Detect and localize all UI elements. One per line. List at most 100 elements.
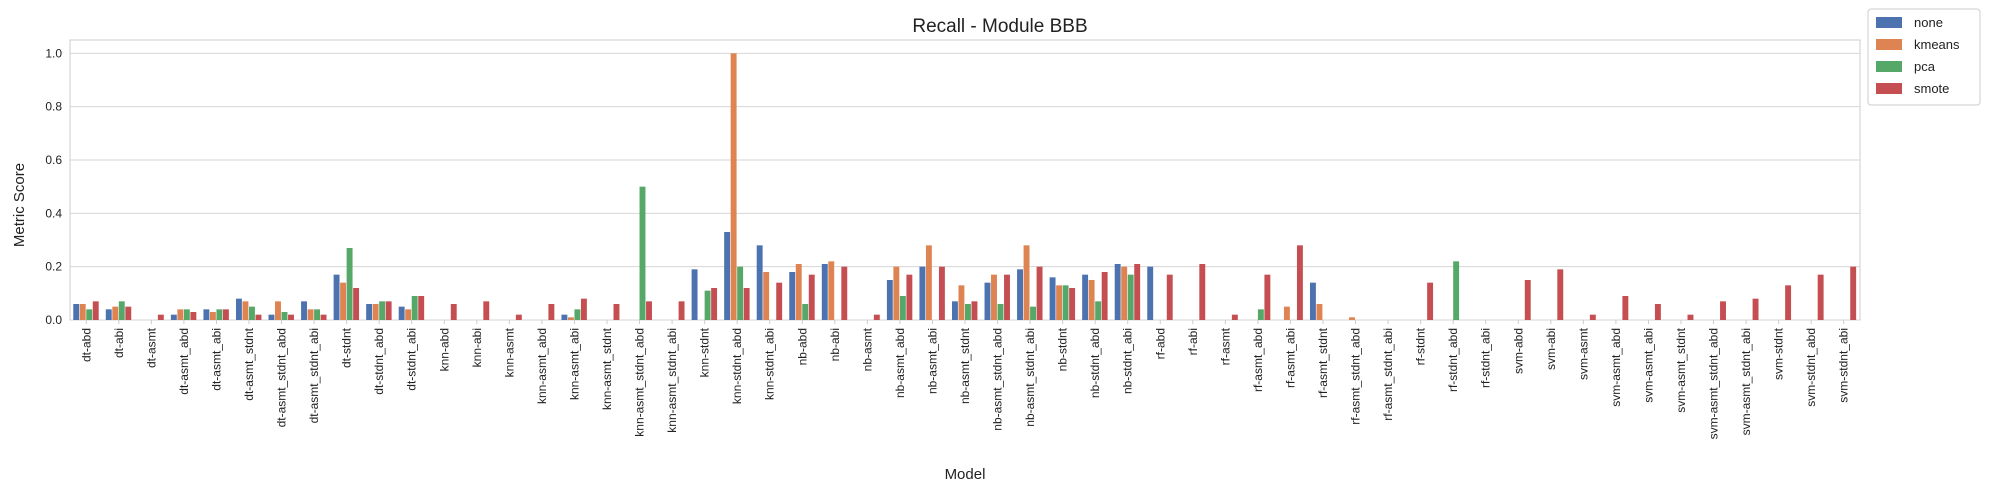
x-tick-label: dt-asmt_abd [177,328,191,395]
bar-kmeans-dt-asmt_stdnt_abi [307,309,314,320]
x-tick-label: svm-asmt_abi [1641,328,1655,403]
bar-kmeans-nb-stdnt_abd [1088,280,1095,320]
bar-none-knn-asmt_abi [561,314,568,320]
bar-smote-svm-asmt_abd [1622,296,1629,320]
x-tick-label: nb-stdnt_abd [1088,328,1102,398]
bar-smote-svm-abi [1557,269,1564,320]
x-tick-label: svm-asmt [1576,327,1590,380]
bar-smote-knn-asmt_abd [548,304,555,320]
bar-pca-dt-asmt_abd [183,309,190,320]
bar-smote-dt-abd [92,301,99,320]
bar-smote-knn-stdnt [711,288,718,320]
bar-smote-nb-stdnt_abd [1101,272,1108,320]
bar-none-nb-asmt_stdnt_abi [1017,269,1023,320]
bar-none-nb-stdnt [1049,277,1056,320]
x-tick-label: dt-stdnt_abi [405,328,419,391]
bar-kmeans-dt-asmt_stdnt_abd [275,301,281,320]
bar-smote-knn-abd [450,304,457,320]
bar-pca-nb-asmt_abd [899,296,906,320]
y-axis-label: Metric Score [11,163,28,247]
bar-smote-knn-abi [483,301,490,320]
x-tick-label: svm-stdnt_abi [1837,328,1851,403]
y-tick-label: 0.8 [45,100,62,114]
x-tick-label: rf-asmt_stdnt [1316,327,1330,398]
x-tick-label: rf-abd [1153,328,1167,359]
bar-pca-nb-asmt_stdnt_abi [1030,306,1036,320]
bar-smote-knn-asmt_stdnt [613,304,620,320]
bar-smote-knn-stdnt_abi [776,282,783,320]
x-tick-label: nb-abd [795,328,809,365]
bar-pca-dt-asmt_stdnt_abd [281,312,288,320]
bar-kmeans-nb-stdnt [1056,285,1063,320]
bar-smote-nb-asmt_stdnt_abd [1004,274,1010,320]
y-tick-label: 0.0 [45,313,62,327]
x-tick-label: nb-asmt_abi [925,328,939,394]
bar-pca-dt-asmt_stdnt_abi [314,309,320,320]
x-tick-label: nb-stdnt [1056,327,1070,371]
bar-none-knn-stdnt_abd [724,232,731,320]
bar-smote-svm-asmt_abi [1654,304,1661,320]
bar-kmeans-knn-stdnt_abd [730,53,737,320]
bar-kmeans-dt-abd [79,304,86,320]
x-tick-label: nb-stdnt_abi [1121,328,1135,394]
x-tick-label: rf-asmt_stdnt_abd [1349,328,1363,425]
legend-label-kmeans: kmeans [1914,37,1960,52]
x-tick-label: knn-abi [470,328,484,367]
bar-smote-svm-stdnt [1785,285,1792,320]
x-tick-label: dt-abi [112,328,126,358]
legend-swatch-kmeans [1876,39,1902,50]
bar-smote-nb-asmt_abi [938,266,945,320]
bar-kmeans-nb-abi [828,261,835,320]
legend: none kmeans pca smote [1867,8,1981,106]
x-tick-label: nb-asmt_stdnt_abd [991,328,1005,431]
bar-none-dt-asmt_stdnt_abi [301,301,307,320]
y-tick-label: 0.4 [45,206,62,220]
bar-kmeans-rf-asmt_abi [1283,306,1290,320]
x-tick-label: nb-asmt [860,327,874,371]
bar-smote-dt-stdnt_abd [385,301,392,320]
bar-smote-nb-asmt_stdnt_abi [1036,266,1043,320]
x-tick-label: dt-asmt_stdnt [242,327,256,400]
bar-kmeans-nb-abd [795,264,802,320]
bar-smote-dt-asmt_stdnt_abi [320,314,327,320]
bar-smote-svm-stdnt_abd [1817,274,1824,320]
x-tick-label: dt-asmt_abi [209,328,223,391]
x-tick-label: rf-asmt_stdnt_abi [1381,328,1395,421]
bar-none-nb-asmt_abi [919,266,926,320]
bar-none-dt-asmt_stdnt [235,298,242,320]
bar-smote-knn-asmt_stdnt_abi [678,301,685,320]
bar-smote-dt-stdnt_abi [418,296,425,320]
bar-kmeans-rf-asmt_stdnt [1316,304,1323,320]
x-tick-label: knn-asmt_stdnt [600,327,614,410]
bar-smote-dt-stdnt [353,288,360,320]
bar-smote-dt-asmt [157,314,164,320]
bar-smote-nb-abi [841,266,848,320]
bar-smote-knn-stdnt_abd [743,288,750,320]
bar-smote-svm-stdnt_abi [1850,266,1857,320]
x-tick-label: dt-asmt [144,327,158,368]
plot-area: 0.0 0.2 0.4 0.6 0.8 1.0 dt-abd dt-abi dt-asmt dt-… [45,39,1861,439]
x-tick-label: rf-asmt_abd [1251,328,1265,392]
bar-pca-dt-abd [86,309,93,320]
x-tick-label: knn-asmt_stdnt_abd [633,328,647,437]
x-tick-label: svm-asmt_abd [1609,328,1623,407]
bar-smote-svm-asmt_stdnt [1687,314,1694,320]
bar-pca-nb-abd [802,304,809,320]
x-tick-label: dt-asmt_stdnt_abd [275,328,289,427]
x-tick-label: svm-asmt_stdnt_abd [1707,328,1721,439]
x-tick-label: rf-stdnt [1414,327,1428,365]
x-tick-label: knn-asmt_abd [535,328,549,404]
bar-kmeans-nb-asmt_abd [893,266,900,320]
x-tick-label: svm-stdnt [1772,327,1786,380]
x-tick-label: knn-asmt [502,327,516,377]
bar-smote-dt-asmt_stdnt_abd [288,314,294,320]
bar-pca-nb-asmt_stdnt_abd [997,304,1004,320]
bar-smote-rf-stdnt [1427,282,1434,320]
x-tick-label: rf-asmt [1218,327,1232,365]
bar-none-knn-stdnt [691,269,698,320]
bar-none-nb-stdnt_abi [1114,264,1121,320]
bar-none-nb-asmt_abd [886,280,893,320]
y-tick-label: 0.6 [45,153,62,167]
bar-kmeans-nb-asmt_stdnt_abi [1023,245,1030,320]
bar-smote-svm-asmt [1589,314,1596,320]
